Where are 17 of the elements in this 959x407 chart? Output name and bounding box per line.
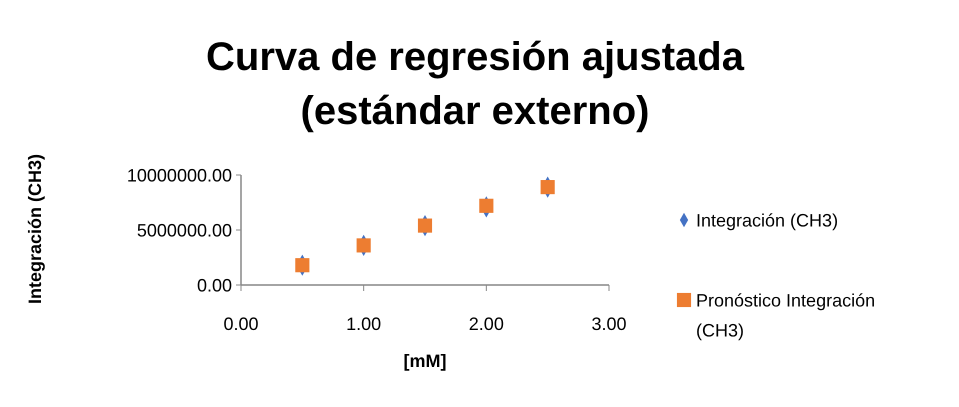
point [479,198,494,213]
chart-title: Curva de regresión ajustada (estándar externo) [206,35,745,133]
x-tick-label: 2.00 [468,314,504,334]
y-tick-label: 5000000.00 [136,220,232,240]
point [418,218,432,233]
y-axis-title: Integración (CH3) [25,154,45,304]
y-tick-label: 0.00 [196,275,232,296]
point [295,258,310,272]
y-tick-label: 10000000.00 [126,165,232,186]
legend-label: Integración (CH3) [696,210,838,230]
legend-label: Pronóstico Integración (CH3) [696,290,876,340]
x-axis-title: [mM] [404,351,446,371]
x-tick-label: 0.00 [223,314,259,334]
x-tick-label: 1.00 [346,314,382,334]
x-tick-label: 3.00 [591,314,627,334]
point [356,238,371,252]
point [540,180,555,194]
